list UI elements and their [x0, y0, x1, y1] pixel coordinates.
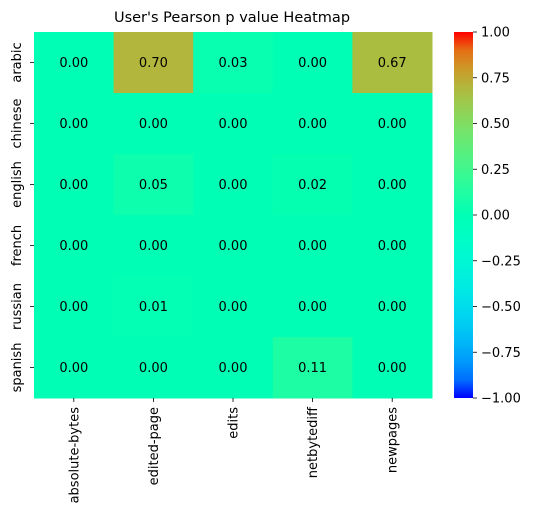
cell-value-label: 0.00	[378, 239, 407, 254]
heatmap-cell	[34, 93, 115, 155]
x-tick-label: newpages	[386, 407, 401, 473]
heatmap-cell	[272, 32, 353, 94]
heatmap-cell	[113, 154, 194, 216]
heatmap-cell	[193, 32, 274, 94]
cell-value-label: 0.00	[59, 239, 88, 254]
heatmap-cell	[193, 215, 274, 277]
colorbar-tick-label: 0.50	[481, 117, 510, 132]
cell-value-label: 0.70	[139, 56, 168, 71]
cell-value-label: 0.00	[298, 56, 327, 71]
cell-value-label: 0.00	[219, 239, 248, 254]
cell-value-label: 0.00	[219, 300, 248, 315]
x-tick-labels: absolute-bytes edited-page edits netbytedif…	[67, 398, 401, 504]
y-tick-labels: arabic chinese english french russian spanish	[10, 42, 34, 392]
heatmap-cell	[193, 337, 274, 399]
cell-value-label: 0.00	[378, 300, 407, 315]
colorbar-tick-label: 1.00	[481, 26, 510, 41]
y-tick-label: russian	[10, 283, 25, 330]
cell-value-label: 0.03	[219, 56, 248, 71]
cell-value-label: 0.00	[139, 361, 168, 376]
colorbar-tick-label: 0.25	[481, 163, 510, 178]
heatmap-cell	[272, 154, 353, 216]
y-tick-label: spanish	[10, 343, 25, 393]
heatmap-cell	[34, 32, 115, 94]
heatmap-cell	[352, 93, 433, 155]
heatmap-cell	[193, 154, 274, 216]
cell-value-label: 0.02	[298, 178, 327, 193]
cell-value-label: 0.01	[139, 300, 168, 315]
cell-value-label: 0.00	[219, 117, 248, 132]
cell-value-label: 0.00	[59, 178, 88, 193]
heatmap-cell	[113, 93, 194, 155]
y-tick-label: arabic	[10, 42, 25, 82]
cell-value-label: 0.67	[378, 56, 407, 71]
cell-value-label: 0.00	[219, 178, 248, 193]
heatmap-cell	[352, 215, 433, 277]
x-tick-label: netbytediff	[306, 406, 321, 478]
heatmap-cell	[272, 215, 353, 277]
heatmap-cell	[272, 276, 353, 338]
heatmap-cell	[352, 32, 433, 94]
heatmap-cell	[352, 276, 433, 338]
cell-value-label: 0.00	[139, 239, 168, 254]
colorbar-tick-label: −0.25	[481, 254, 521, 269]
cell-value-label: 0.00	[59, 300, 88, 315]
cell-value-label: 0.00	[378, 117, 407, 132]
heatmap-cell	[34, 215, 115, 277]
heatmap-cell	[34, 154, 115, 216]
y-tick-label: french	[10, 225, 25, 266]
heatmap-cell	[193, 276, 274, 338]
heatmap-cell	[34, 276, 115, 338]
cell-value-label: 0.00	[298, 239, 327, 254]
y-tick-label: english	[10, 161, 25, 208]
colorbar-tick-label: −1.00	[481, 392, 521, 407]
colorbar-tick-label: 0.00	[481, 209, 510, 224]
colorbar-tick-label: −0.50	[481, 300, 521, 315]
colorbar-gradient	[454, 32, 473, 398]
cell-value-label: 0.00	[59, 117, 88, 132]
y-tick-label: chinese	[10, 98, 25, 148]
heatmap-cell	[193, 93, 274, 155]
chart-title: User's Pearson p value Heatmap	[114, 10, 350, 26]
heatmap-cell	[113, 337, 194, 399]
cell-value-label: 0.00	[298, 117, 327, 132]
heatmap-cell	[272, 93, 353, 155]
cell-value-label: 0.00	[59, 56, 88, 71]
cell-value-label: 0.00	[298, 300, 327, 315]
heatmap-cell	[113, 32, 194, 94]
x-tick-label: absolute-bytes	[67, 407, 82, 504]
heatmap-cell	[113, 276, 194, 338]
heatmap-cell	[352, 154, 433, 216]
heatmap-cell	[352, 337, 433, 399]
cell-value-label: 0.05	[139, 178, 168, 193]
heatmap-cell	[34, 337, 115, 399]
cell-value-label: 0.00	[378, 361, 407, 376]
heatmap-cell	[113, 215, 194, 277]
colorbar-tick-label: −0.75	[481, 346, 521, 361]
cell-value-label: 0.00	[139, 117, 168, 132]
x-tick-label: edits	[227, 407, 242, 439]
cell-value-label: 0.00	[378, 178, 407, 193]
heatmap-cells: 0.00 0.70 0.03 0.00 0.67 0.00 0.00 0.00 0.00 0.00…	[34, 32, 433, 399]
x-tick-label: edited-page	[147, 407, 162, 485]
cell-value-label: 0.00	[219, 361, 248, 376]
cell-value-label: 0.11	[298, 361, 327, 376]
cell-value-label: 0.00	[59, 361, 88, 376]
heatmap-cell	[272, 337, 353, 399]
colorbar-tick-label: 0.75	[481, 71, 510, 86]
colorbar: 1.00 0.75 0.50 0.25 0.00 −0.25 −0.50 −0.75 −1.00	[454, 26, 521, 407]
